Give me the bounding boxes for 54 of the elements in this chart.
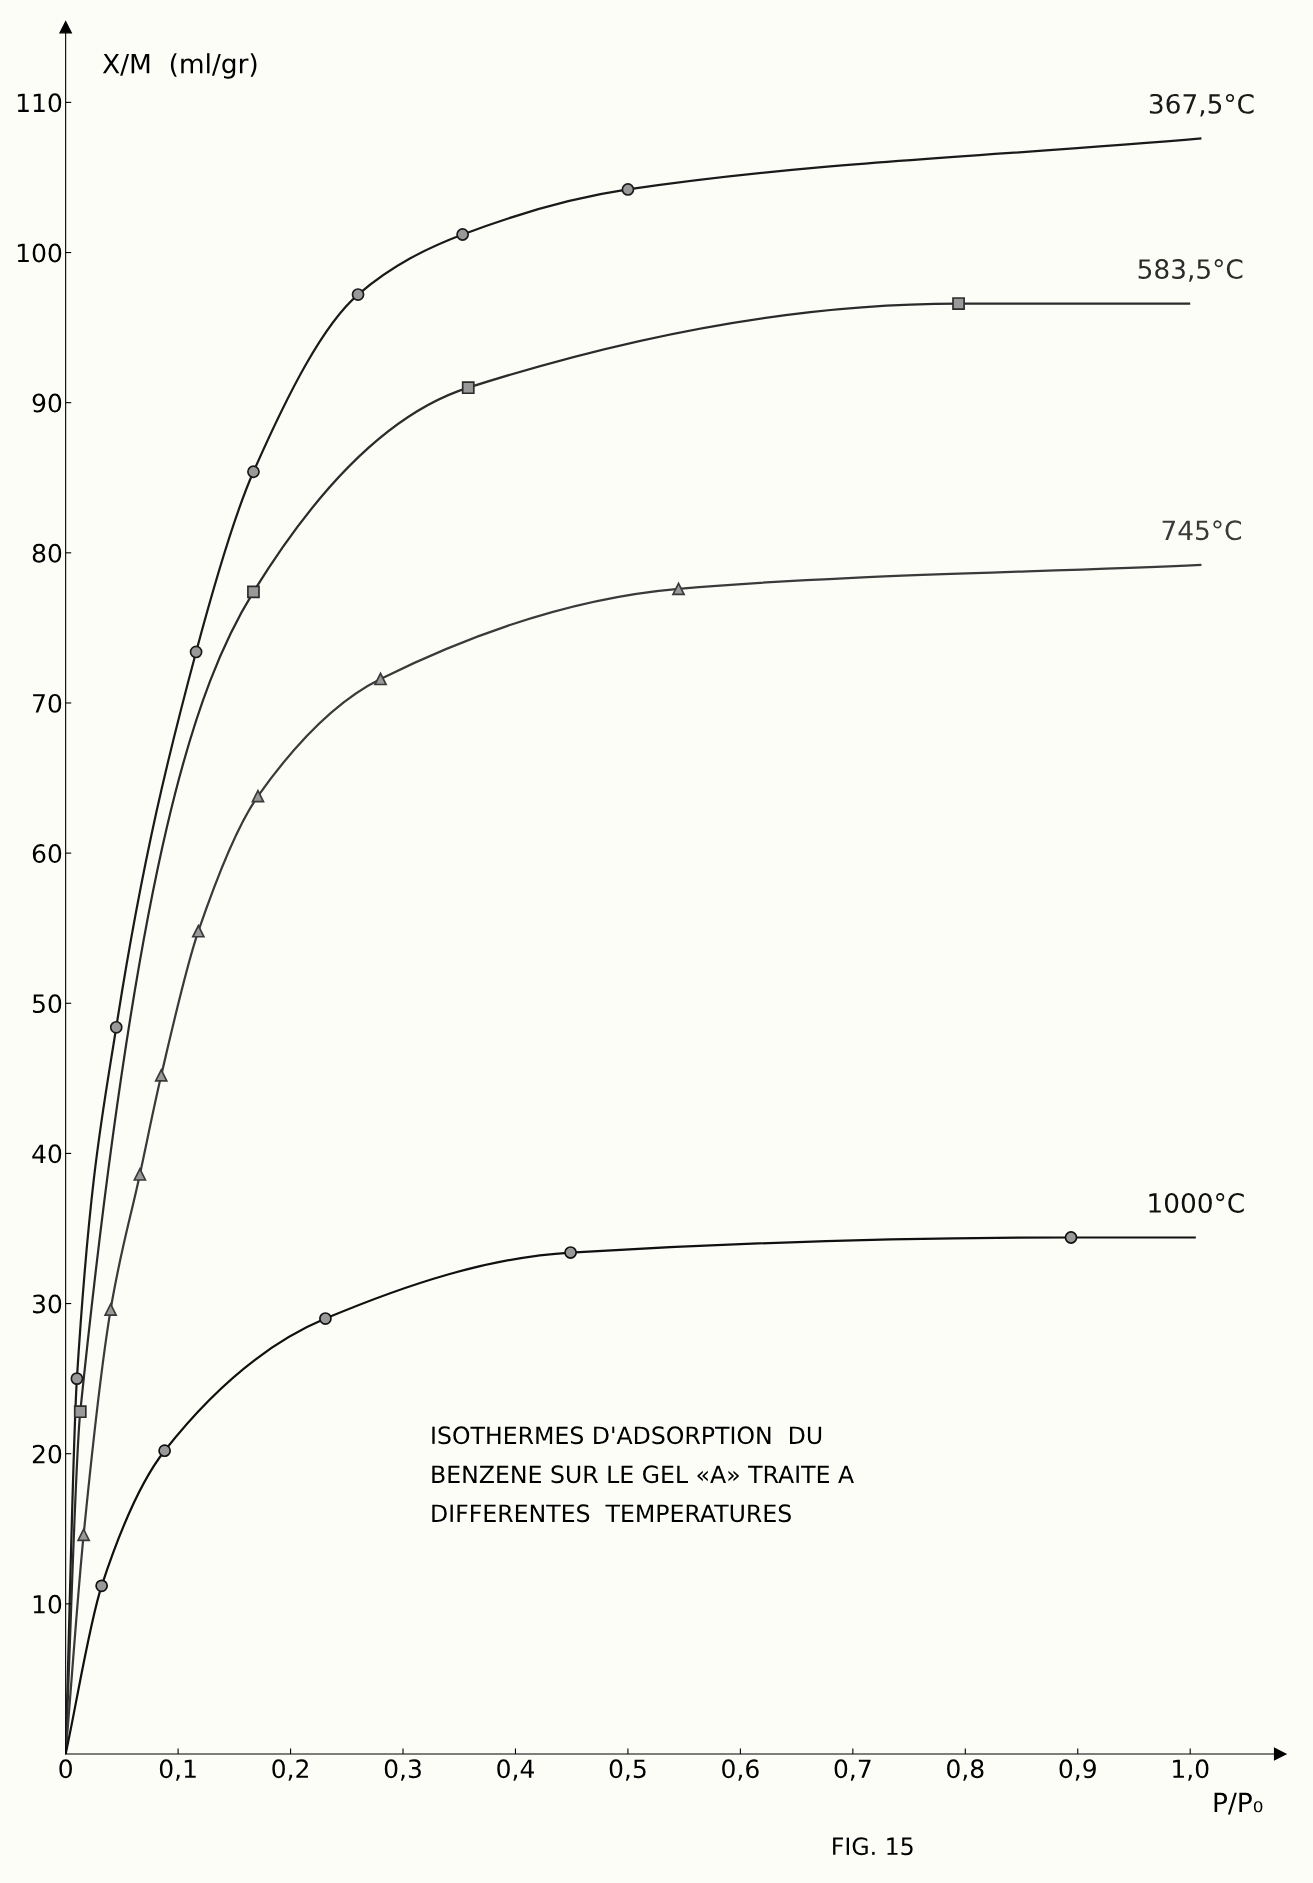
point — [621, 183, 635, 196]
point — [95, 1579, 109, 1593]
x-tick-label: 0,9 — [1059, 1759, 1096, 1781]
point — [319, 1312, 332, 1325]
point — [351, 288, 365, 301]
point — [158, 1444, 172, 1458]
y-tick-label: 80 — [32, 543, 62, 563]
point — [247, 465, 260, 479]
point — [104, 1303, 118, 1316]
point — [70, 1372, 84, 1386]
y-axis-title: X/M (ml/gr) — [102, 53, 257, 79]
point — [191, 924, 205, 938]
point — [456, 228, 470, 241]
y-tick-label: 100 — [17, 243, 62, 263]
point — [73, 1405, 87, 1419]
x-tick-label: 0,4 — [497, 1759, 534, 1781]
y-tick-label: 30 — [32, 1294, 62, 1314]
point — [251, 789, 265, 803]
x-tick-label: 0,8 — [947, 1759, 984, 1781]
point — [189, 645, 203, 659]
series-label: 1000°C — [1149, 1192, 1244, 1213]
y-tick-label: 40 — [32, 1144, 62, 1164]
y-tick-label: 60 — [32, 844, 62, 863]
y-tick-label: 70 — [33, 693, 62, 713]
x-tick-label: 0,6 — [722, 1759, 759, 1781]
x-axis-title: P/P₀ — [1214, 1792, 1263, 1815]
point — [564, 1246, 577, 1259]
caption: FIG. 15 — [833, 1837, 913, 1856]
point — [247, 585, 260, 599]
x-tick-label: 0,5 — [609, 1759, 646, 1781]
y-tick-label: 50 — [32, 994, 62, 1014]
annotation: ISOTHERMES D'ADSORPTION DU BENZENE SUR LE GEL «A» TRAITE A DIFFERENTES TEMPERATURES — [432, 1426, 854, 1523]
series-label: 367,5°C — [1149, 93, 1254, 117]
x-tick-label: 0,3 — [384, 1759, 421, 1781]
series-label: 745°C — [1162, 520, 1242, 541]
point — [77, 1528, 91, 1542]
x-tick-label: 1,0 — [1173, 1759, 1209, 1781]
y-tick-label: 20 — [32, 1444, 62, 1464]
point — [109, 1020, 123, 1034]
x-tick-label: 0,2 — [272, 1759, 308, 1781]
point — [1064, 1231, 1078, 1244]
point — [133, 1168, 147, 1181]
point — [672, 582, 685, 596]
point — [952, 297, 965, 310]
point — [461, 381, 475, 395]
point — [374, 672, 387, 686]
series-label: 583,5°C — [1138, 259, 1243, 282]
y-tick-label: 10 — [33, 1594, 62, 1614]
y-tick-label: 110 — [17, 93, 62, 113]
x-tick-label: 0,1 — [159, 1759, 196, 1781]
point — [154, 1068, 168, 1082]
x-tick-label: 0,7 — [834, 1759, 871, 1781]
x-tick-label: 0 — [59, 1759, 72, 1779]
y-tick-label: 90 — [32, 393, 62, 413]
